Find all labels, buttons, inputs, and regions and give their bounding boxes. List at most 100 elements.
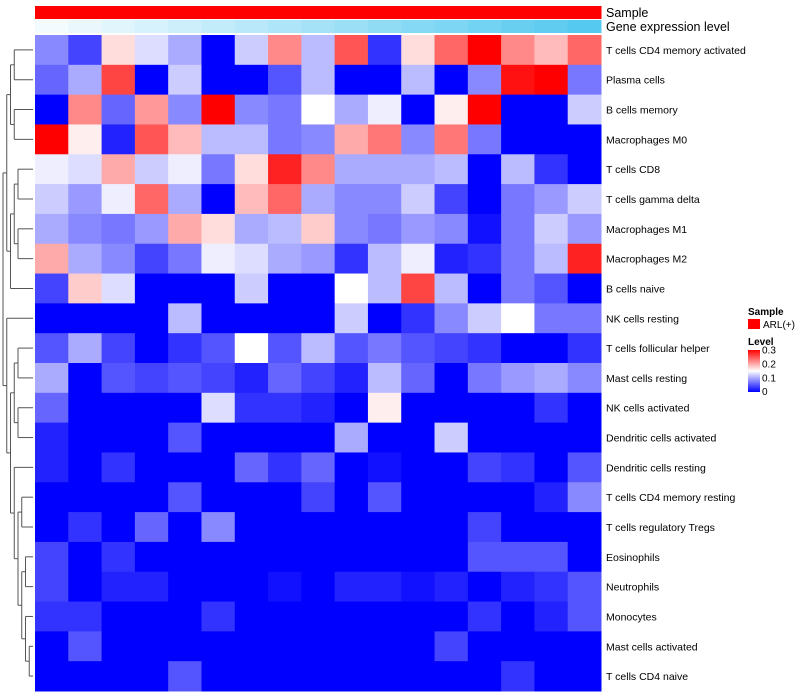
heatmap-cell (334, 213, 369, 245)
heatmap-cell (367, 601, 402, 632)
heatmap-cell (101, 184, 136, 215)
gene-expression-annotation-cell (534, 20, 569, 33)
heatmap-cell (501, 333, 535, 364)
heatmap-cell (567, 661, 602, 692)
legend-title-level: Level (748, 337, 774, 348)
heatmap-cell (534, 94, 569, 125)
heatmap-cell (68, 363, 103, 394)
heatmap-cell (334, 273, 369, 304)
heatmap-cell (534, 452, 569, 483)
row-label: T cells follicular helper (606, 343, 710, 355)
heatmap-cell (501, 422, 535, 453)
heatmap-cell (434, 363, 469, 394)
heatmap-cell (134, 303, 169, 334)
heatmap-cell (301, 333, 336, 364)
heatmap-cell (268, 512, 302, 543)
heatmap-cell (234, 273, 269, 304)
row-labels: T cells CD4 memory activated Plasma cells… (606, 45, 746, 683)
heatmap-cell (434, 64, 469, 96)
sample-annotation-cell (434, 6, 469, 19)
heatmap-cell (501, 303, 535, 334)
heatmap-cell (434, 571, 469, 603)
heatmap-cell (434, 303, 469, 334)
heatmap-cell (234, 94, 269, 125)
heatmap-cell (434, 512, 469, 543)
heatmap-cell (367, 571, 402, 603)
heatmap-cell (35, 571, 69, 603)
heatmap-cell (268, 273, 302, 304)
heatmap-cell (168, 661, 202, 692)
heatmap-cell (567, 64, 602, 96)
heatmap-cell (401, 184, 436, 215)
heatmap-cell (234, 601, 269, 632)
heatmap-cell (168, 273, 202, 304)
heatmap-cell (301, 154, 336, 185)
heatmap-cell (334, 631, 369, 662)
heatmap-cell (35, 452, 69, 483)
heatmap-cell (234, 213, 269, 245)
heatmap-cell (467, 94, 502, 125)
heatmap-cell (334, 184, 369, 215)
heatmap-cell (234, 124, 269, 155)
heatmap-cell (168, 35, 202, 66)
heatmap-cell (434, 333, 469, 364)
heatmap-cell (101, 333, 136, 364)
heatmap-cell (68, 541, 103, 573)
heatmap-cell (168, 94, 202, 125)
heatmap-cell (301, 422, 336, 453)
heatmap-cell (101, 482, 136, 513)
heatmap-cell (334, 512, 369, 543)
heatmap-cell (567, 124, 602, 155)
heatmap-cell (301, 452, 336, 483)
heatmap-cell (168, 184, 202, 215)
heatmap-cell (367, 273, 402, 304)
heatmap-cell (501, 154, 535, 185)
heatmap-cell (434, 35, 469, 66)
sample-annotation-cell (68, 6, 103, 19)
heatmap-cell (301, 124, 336, 155)
heatmap-cell (401, 392, 436, 424)
heatmap-cell (367, 363, 402, 394)
heatmap-cell (334, 363, 369, 394)
heatmap-cell (567, 243, 602, 275)
heatmap-cell (134, 571, 169, 603)
heatmap-cell (401, 512, 436, 543)
gene-expression-annotation-cell (201, 20, 236, 33)
heatmap-cell (467, 124, 502, 155)
heatmap-cell (534, 154, 569, 185)
heatmap-cell (501, 452, 535, 483)
heatmap-cell (268, 631, 302, 662)
heatmap-cell (401, 482, 436, 513)
heatmap-cell (201, 35, 236, 66)
heatmap-cell (534, 482, 569, 513)
heatmap-cell (301, 303, 336, 334)
heatmap-cell (367, 392, 402, 424)
heatmap-cell (567, 482, 602, 513)
heatmap-cell (268, 363, 302, 394)
heatmap-cell (101, 363, 136, 394)
row-label: Macrophages M0 (606, 134, 687, 146)
row-label: Macrophages M1 (606, 224, 687, 236)
heatmap-cell (501, 392, 535, 424)
heatmap-cell (401, 601, 436, 632)
heatmap-cell (534, 512, 569, 543)
row-label: B cells naive (606, 283, 665, 295)
heatmap-cell (434, 184, 469, 215)
heatmap-cell (201, 571, 236, 603)
heatmap-cell (168, 154, 202, 185)
row-label: Neutrophils (606, 582, 659, 594)
heatmap-cell (201, 601, 236, 632)
sample-annotation-cell (234, 6, 269, 19)
sample-annotation-cell (268, 6, 302, 19)
sample-annotation-cell (567, 6, 602, 19)
heatmap-cell (334, 392, 369, 424)
heatmap-cell (367, 154, 402, 185)
heatmap-cell (68, 482, 103, 513)
heatmap-cell (401, 571, 436, 603)
row-label: Mast cells resting (606, 373, 687, 385)
heatmap-cell (201, 482, 236, 513)
heatmap-cell (268, 482, 302, 513)
heatmap-cell (201, 94, 236, 125)
row-label: Plasma cells (606, 75, 665, 87)
heatmap-cell (434, 422, 469, 453)
